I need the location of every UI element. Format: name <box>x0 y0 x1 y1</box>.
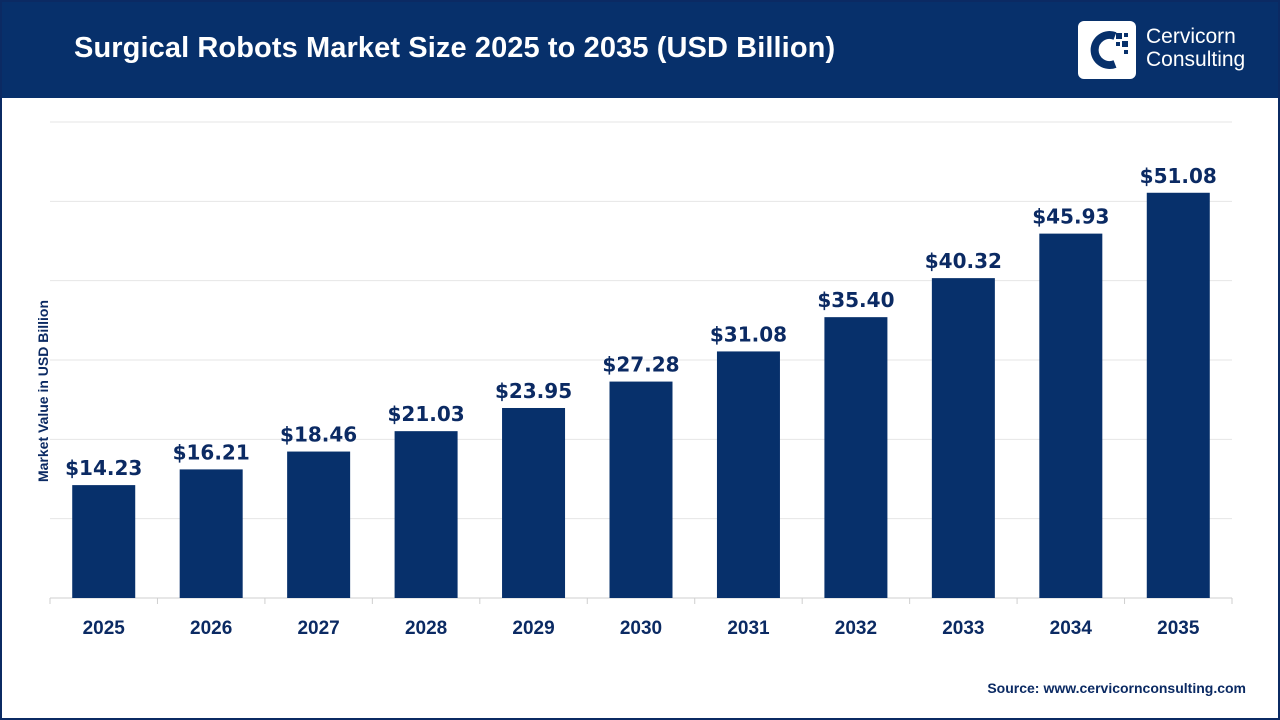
source-note: Source: www.cervicornconsulting.com <box>987 680 1246 696</box>
data-label: $18.46 <box>280 423 357 447</box>
brand-line-2: Consulting <box>1146 48 1246 71</box>
x-tick-label: 2025 <box>83 618 126 639</box>
data-label: $40.32 <box>925 249 1002 273</box>
source-url[interactable]: www.cervicornconsulting.com <box>1043 680 1246 696</box>
data-label: $31.08 <box>710 322 787 346</box>
cervicorn-logo-icon <box>1078 21 1136 79</box>
bar <box>394 431 458 598</box>
bar <box>1146 192 1210 599</box>
bar <box>72 485 136 598</box>
x-tick-label: 2034 <box>1050 618 1093 639</box>
x-tick-label: 2029 <box>512 618 554 639</box>
data-label: $21.03 <box>387 402 464 426</box>
data-label: $45.93 <box>1032 205 1109 229</box>
bar <box>931 278 995 598</box>
brand-line-1: Cervicorn <box>1146 25 1236 48</box>
bar <box>609 381 673 598</box>
x-tick-label: 2031 <box>727 618 770 639</box>
x-tick-label: 2030 <box>620 618 662 639</box>
x-tick-label: 2027 <box>297 618 339 639</box>
data-label: $35.40 <box>817 288 894 312</box>
x-tick-label: 2032 <box>835 618 877 639</box>
bar <box>824 317 888 598</box>
x-tick-label: 2028 <box>405 618 447 639</box>
bar <box>287 451 351 598</box>
data-label: $27.28 <box>602 353 679 377</box>
x-tick-label: 2035 <box>1157 618 1200 639</box>
brand-name: Cervicorn Consulting <box>1146 25 1245 71</box>
bar-chart: $14.23 2025 $16.21 2026 $18.46 2027 $21.03 2028… <box>49 121 1233 639</box>
data-label: $16.21 <box>173 440 250 464</box>
source-label: Source: <box>987 680 1040 696</box>
bar <box>1039 233 1103 598</box>
data-label: $23.95 <box>495 379 572 403</box>
header-bar: Surgical Robots Market Size 2025 to 2035… <box>2 2 1278 98</box>
bar <box>179 469 243 598</box>
brand[interactable]: Cervicorn Consulting <box>1078 21 1268 81</box>
page-title: Surgical Robots Market Size 2025 to 2035… <box>74 32 836 64</box>
bar <box>502 407 566 598</box>
x-tick-label: 2026 <box>190 618 232 639</box>
data-label: $14.23 <box>65 456 142 480</box>
data-label: $51.08 <box>1140 164 1217 188</box>
bar <box>716 351 780 598</box>
x-tick-label: 2033 <box>942 618 984 639</box>
